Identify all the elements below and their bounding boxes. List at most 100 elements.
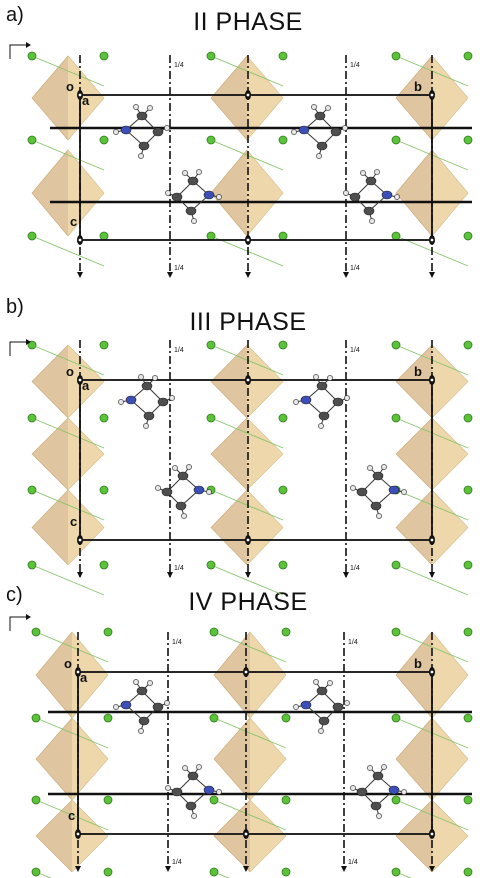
- cluster-b3-chlorine-atom: [391, 560, 401, 570]
- molecule-b1-hydrogen-atom: [138, 374, 144, 380]
- molecule-a4-hydrogen-atom: [360, 170, 366, 176]
- axis-corner-c-arrow: [26, 614, 31, 620]
- cluster-a1-bond: [31, 55, 105, 87]
- axis-corner-b: [9, 341, 26, 356]
- cluster-c2-chlorine-atom: [209, 713, 219, 723]
- octahedron-3-0-face: [68, 345, 104, 418]
- octahedron-0-1-face: [68, 150, 104, 236]
- molecule-a1-carbon-atom: [152, 127, 164, 137]
- axis-corner-a-arrow: [26, 42, 31, 48]
- molecule-a4-carbon-atom: [349, 192, 361, 202]
- cluster-a2-chlorine-atom: [278, 231, 288, 241]
- glide-axis-2-1-arrow: [165, 866, 171, 872]
- molecule-a4-carbon-atom: [365, 176, 377, 186]
- quarter-label-bottom-1-0: 1/4: [174, 565, 184, 572]
- molecule-a1-hydrogen-atom: [147, 105, 153, 111]
- molecule-c4-hydrogen-atom: [376, 813, 382, 819]
- symmetry-symbol-top-1-2-dot: [430, 378, 434, 382]
- molecule-c1-hydrogen-atom: [138, 728, 144, 734]
- symmetry-symbol-top-1-0-dot: [78, 378, 82, 382]
- cluster-a2-chlorine-atom: [278, 135, 288, 145]
- cluster-b1-chlorine-atom: [99, 485, 109, 495]
- cluster-c2-chlorine-atom: [209, 795, 219, 805]
- cluster-c1-chlorine-atom: [31, 867, 41, 877]
- octahedron-1-0-face: [247, 56, 283, 140]
- molecule-a1-hydrogen-atom: [138, 153, 144, 159]
- panel-b-letter: b): [6, 296, 24, 318]
- molecule-a2-hydrogen-atom: [325, 105, 331, 111]
- cluster-b2-bond: [210, 344, 284, 376]
- molecule-b3-carbon-atom: [177, 471, 189, 481]
- panel-b-title: III PHASE: [189, 308, 307, 336]
- glide-axis-1-2-arrow: [245, 572, 251, 578]
- glide-axis-2-2-arrow: [243, 866, 249, 872]
- molecule-a2-nitrogen-atom: [298, 125, 310, 135]
- symmetry-symbol-bottom-0-0-dot: [78, 238, 82, 242]
- molecule-b3-nitrogen-atom: [193, 485, 205, 495]
- molecule-b2-hydrogen-atom: [318, 423, 324, 429]
- molecule-a4-hydrogen-atom: [394, 194, 400, 200]
- octahedron-5-2-face: [432, 490, 468, 565]
- glide-axis-2-4-arrow: [429, 866, 435, 872]
- cluster-c1-chlorine-atom: [31, 713, 41, 723]
- octahedron-8-2-face: [432, 800, 468, 872]
- molecule-b1-hydrogen-atom: [169, 395, 175, 401]
- symmetry-symbol-bottom-2-1-dot: [244, 832, 248, 836]
- cluster-b2-bond: [210, 489, 284, 521]
- cluster-b1-chlorine-atom: [99, 340, 109, 350]
- molecule-b4-hydrogen-atom: [376, 513, 382, 519]
- cluster-c2-chlorine-atom: [281, 713, 291, 723]
- molecule-b3-hydrogen-atom: [186, 464, 192, 470]
- molecule-a3-carbon-atom: [185, 206, 197, 216]
- cluster-c1-chlorine-atom: [103, 713, 113, 723]
- cluster-c1-chlorine-atom: [103, 795, 113, 805]
- molecule-c1-nitrogen-atom: [120, 700, 132, 710]
- molecule-c4-hydrogen-atom: [350, 785, 356, 791]
- molecule-b3-carbon-atom: [161, 487, 173, 497]
- axis-origin-0: o: [66, 79, 74, 94]
- molecule-b2-hydrogen-atom: [344, 395, 350, 401]
- axis-b-1: b: [414, 364, 422, 379]
- cluster-c2-bond: [213, 799, 287, 831]
- molecule-b1-carbon-atom: [143, 411, 155, 421]
- symmetry-symbol-bottom-2-2-dot: [430, 832, 434, 836]
- cluster-b1-chlorine-atom: [27, 340, 37, 350]
- panel-a-letter: a): [6, 4, 24, 26]
- molecule-b1-nitrogen-atom: [125, 395, 137, 405]
- axis-b-0: b: [414, 79, 422, 94]
- cluster-b3-chlorine-atom: [391, 340, 401, 350]
- cluster-c1-bond: [35, 799, 109, 831]
- molecule-b2-carbon-atom: [318, 411, 330, 421]
- cluster-a3-chlorine-atom: [463, 135, 473, 145]
- molecule-c3-hydrogen-atom: [216, 789, 222, 795]
- quarter-label-top-0-1: 1/4: [350, 62, 360, 69]
- cluster-c3-chlorine-atom: [391, 627, 401, 637]
- panel-c: c) IV PHASE: [0, 578, 496, 878]
- cluster-c1-bond: [35, 631, 109, 663]
- quarter-label-top-2-0: 1/4: [172, 639, 182, 646]
- octahedron-7-0-face: [250, 632, 286, 718]
- cluster-a3-chlorine-atom: [463, 51, 473, 61]
- cluster-b1-bond: [31, 344, 105, 376]
- cluster-c3-chlorine-atom: [463, 867, 473, 877]
- cluster-b2-bond: [210, 417, 284, 449]
- cluster-a2-chlorine-atom: [206, 51, 216, 61]
- molecule-a1-carbon-atom: [138, 141, 150, 151]
- cluster-b1-bond: [31, 564, 105, 596]
- cluster-c1-chlorine-atom: [31, 627, 41, 637]
- octahedron-6-0-face: [72, 632, 108, 718]
- molecule-b1-hydrogen-atom: [118, 399, 124, 405]
- molecule-b2-carbon-atom: [316, 381, 328, 391]
- molecule-c4-hydrogen-atom: [401, 789, 407, 795]
- cluster-a1-bond: [31, 139, 105, 171]
- molecule-b4-hydrogen-atom: [381, 464, 387, 470]
- molecule-c2-carbon-atom: [318, 716, 330, 726]
- molecule-b1-carbon-atom: [141, 381, 153, 391]
- molecule-b4-hydrogen-atom: [367, 465, 373, 471]
- molecule-a1-hydrogen-atom: [164, 125, 170, 131]
- symmetry-symbol-bottom-0-1-dot: [246, 238, 250, 242]
- molecule-a2-carbon-atom: [316, 141, 328, 151]
- molecule-c1-hydrogen-atom: [133, 679, 139, 685]
- cluster-c2-chlorine-atom: [281, 795, 291, 805]
- cluster-b1-bond: [31, 417, 105, 449]
